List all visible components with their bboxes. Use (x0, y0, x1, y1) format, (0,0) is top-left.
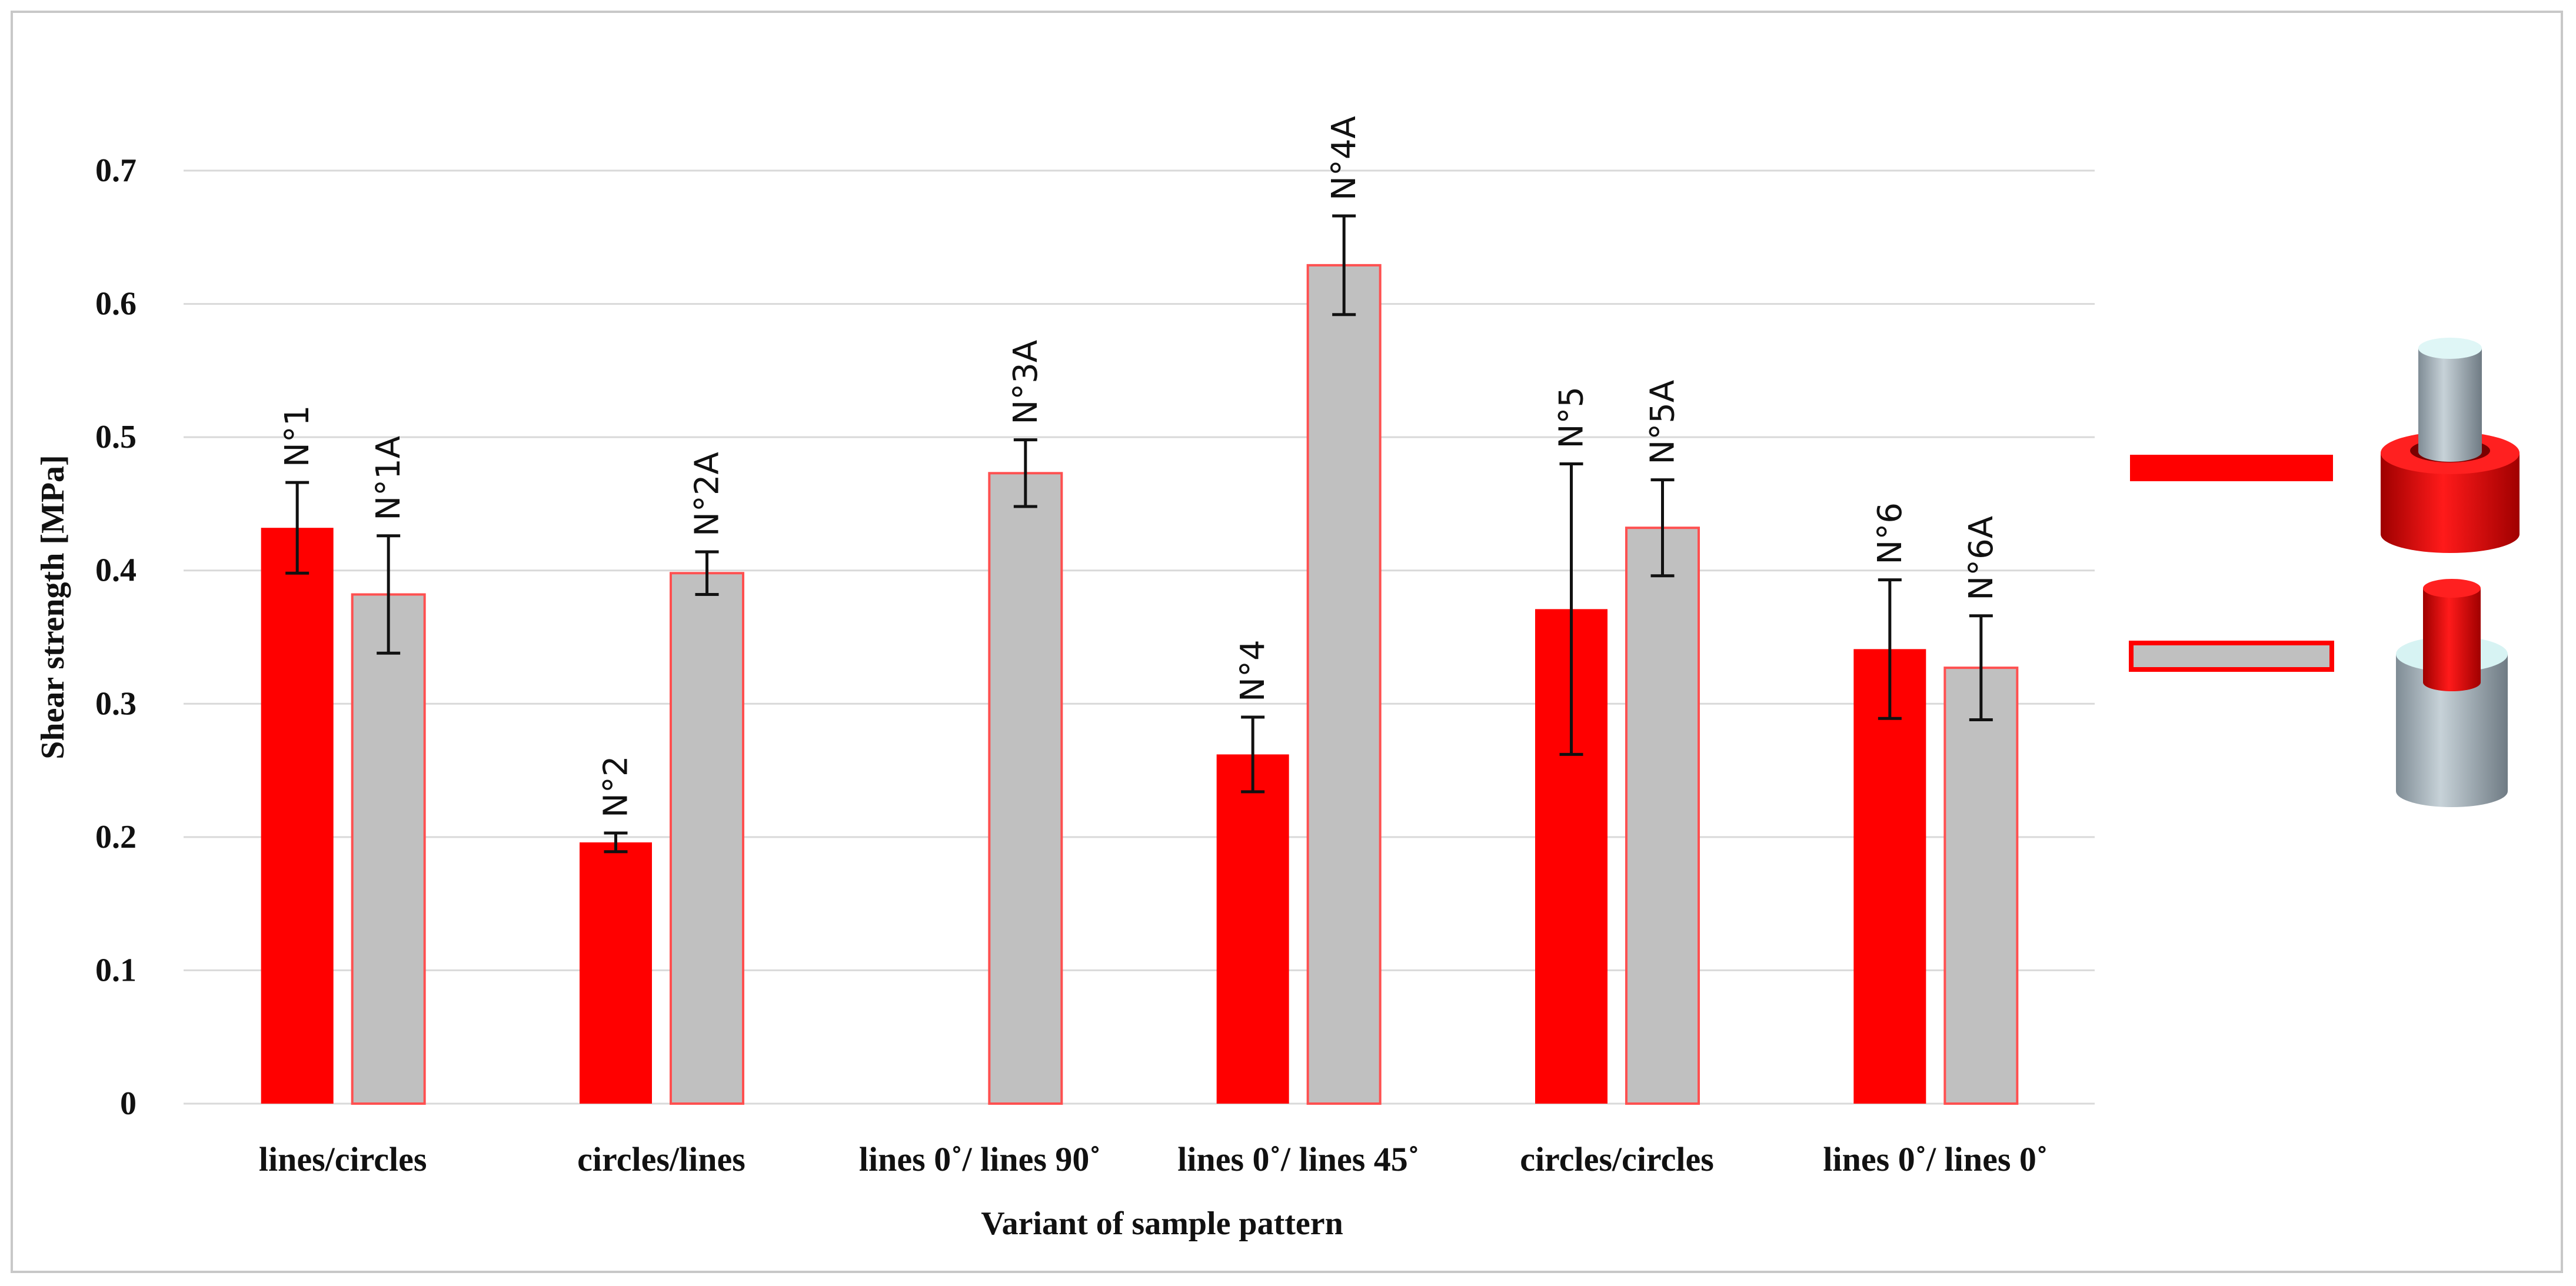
y-tick-label: 0.2 (95, 819, 137, 855)
bar (261, 528, 334, 1104)
bar-label: N°2A (688, 452, 727, 537)
bar (1853, 649, 1926, 1104)
bar-label: N°1A (370, 436, 408, 521)
red-cylinder-in-gray-ring-icon (2396, 579, 2508, 807)
y-axis-ticks: 0 0.1 0.2 0.3 0.4 0.5 0.6 0.7 (95, 152, 137, 1122)
bar-label: N°5 (1553, 387, 1591, 449)
legend (2129, 338, 2520, 807)
ring-body (2396, 654, 2508, 807)
y-tick-label: 0 (120, 1085, 137, 1122)
inner-cylinder-top (2418, 338, 2482, 359)
bar-label: N°6 (1871, 502, 1909, 565)
ring-body (2381, 453, 2520, 553)
inner-cylinder-top (2423, 579, 2481, 598)
y-tick-label: 0.4 (95, 552, 137, 589)
inner-cylinder-body (2418, 348, 2482, 462)
error-bars (285, 214, 1993, 854)
bar-label: N°2 (597, 756, 635, 818)
bar-label: N°5A (1644, 380, 1682, 465)
legend-swatch-series-1 (2130, 455, 2333, 481)
x-category-label: circles/circles (1520, 1140, 1714, 1178)
bar (1625, 527, 1700, 1105)
bar (1943, 667, 2019, 1105)
x-axis-title: Variant of sample pattern (981, 1205, 1343, 1242)
x-category-label: circles/lines (577, 1140, 745, 1178)
bar (988, 472, 1063, 1105)
bar (580, 842, 652, 1104)
x-category-label: lines 0˚/ lines 45˚ (1177, 1140, 1419, 1178)
gridlines (184, 169, 2095, 1105)
bar-label: N°1 (278, 405, 317, 468)
x-axis-categories: lines/circles circles/lines lines 0˚/ line… (259, 1140, 2048, 1178)
bar (1306, 264, 1382, 1105)
y-tick-label: 0.6 (95, 286, 137, 322)
bars (261, 264, 2019, 1105)
y-tick-label: 0.3 (95, 685, 137, 722)
bar-label: N°4 (1234, 639, 1272, 702)
inner-cylinder-body (2423, 588, 2481, 691)
bar (1216, 754, 1289, 1104)
bar-labels: N°1 N°1A N°2 N°2A N°3A N°4 N°4A N°5 N°5A N°6 N°6A (278, 116, 2001, 818)
y-tick-label: 0.5 (95, 419, 137, 455)
bar-label: N°6A (1962, 516, 2001, 601)
bar (670, 572, 744, 1105)
gray-cylinder-in-red-ring-icon (2381, 338, 2520, 553)
x-category-label: lines 0˚/ lines 0˚ (1823, 1140, 2048, 1178)
legend-swatch-series-2 (2129, 641, 2334, 672)
y-tick-label: 0.1 (95, 952, 137, 988)
bar (351, 593, 426, 1105)
x-category-label: lines 0˚/ lines 90˚ (859, 1140, 1101, 1178)
x-category-label: lines/circles (259, 1140, 427, 1178)
y-axis-title: Shear strength [MPa] (35, 455, 71, 759)
y-tick-label: 0.7 (95, 152, 137, 189)
bar-label: N°4A (1325, 116, 1363, 201)
bar-label: N°3A (1007, 340, 1045, 425)
